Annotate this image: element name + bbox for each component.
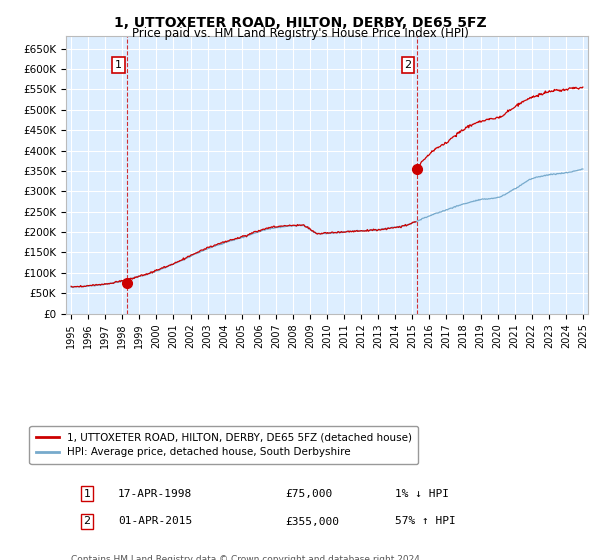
Text: Price paid vs. HM Land Registry's House Price Index (HPI): Price paid vs. HM Land Registry's House … bbox=[131, 27, 469, 40]
Text: 1, UTTOXETER ROAD, HILTON, DERBY, DE65 5FZ: 1, UTTOXETER ROAD, HILTON, DERBY, DE65 5… bbox=[113, 16, 487, 30]
Text: 1% ↓ HPI: 1% ↓ HPI bbox=[395, 489, 449, 499]
Text: £355,000: £355,000 bbox=[285, 516, 339, 526]
Legend: 1, UTTOXETER ROAD, HILTON, DERBY, DE65 5FZ (detached house), HPI: Average price,: 1, UTTOXETER ROAD, HILTON, DERBY, DE65 5… bbox=[29, 426, 418, 464]
Text: 1: 1 bbox=[83, 489, 91, 499]
Text: 01-APR-2015: 01-APR-2015 bbox=[118, 516, 193, 526]
Text: 2: 2 bbox=[83, 516, 91, 526]
Text: £75,000: £75,000 bbox=[285, 489, 332, 499]
Text: 2: 2 bbox=[404, 60, 412, 70]
Text: 57% ↑ HPI: 57% ↑ HPI bbox=[395, 516, 455, 526]
Text: 1: 1 bbox=[115, 60, 122, 70]
Text: 17-APR-1998: 17-APR-1998 bbox=[118, 489, 193, 499]
Text: Contains HM Land Registry data © Crown copyright and database right 2024.
This d: Contains HM Land Registry data © Crown c… bbox=[71, 555, 423, 560]
